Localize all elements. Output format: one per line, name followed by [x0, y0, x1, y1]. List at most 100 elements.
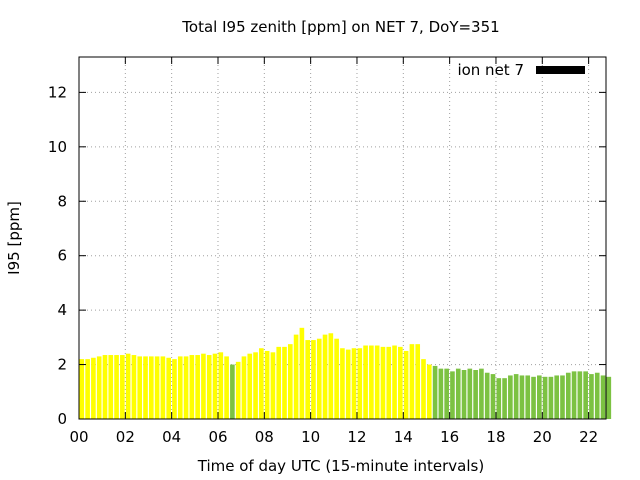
bar: [363, 345, 368, 419]
bar: [160, 356, 166, 419]
legend-label: ion net 7: [457, 61, 524, 79]
bar: [415, 344, 421, 419]
bar: [166, 357, 172, 419]
bar: [282, 346, 287, 419]
bar: [594, 372, 600, 419]
bar: [380, 346, 386, 419]
bar: [467, 368, 473, 419]
x-tick-label: 22: [579, 428, 598, 446]
bar: [496, 378, 502, 419]
x-tick-label: 18: [486, 428, 505, 446]
bar: [276, 346, 282, 419]
bar: [565, 372, 571, 419]
bar: [340, 348, 345, 419]
bar: [85, 359, 90, 419]
bar: [473, 370, 478, 419]
y-tick-label: 4: [57, 301, 67, 319]
x-tick-label: 12: [347, 428, 366, 446]
bar: [502, 378, 507, 419]
y-tick-labels: 0 2 4 6 8 10 12: [48, 83, 67, 428]
legend: ion net 7: [457, 61, 585, 79]
bar: [172, 359, 177, 419]
bar: [79, 359, 85, 419]
x-tick-label: 08: [255, 428, 274, 446]
bar: [224, 356, 229, 419]
bar: [432, 365, 438, 419]
y-tick-label: 12: [48, 83, 67, 101]
bar: [513, 374, 519, 419]
bar: [137, 356, 143, 419]
y-tick-label: 8: [57, 192, 67, 210]
bar: [328, 333, 334, 419]
bar: [189, 355, 195, 419]
bar: [230, 364, 235, 419]
x-tick-label: 04: [162, 428, 181, 446]
bar: [177, 356, 183, 419]
bar: [201, 353, 206, 419]
ticks: [78, 57, 606, 420]
bar: [542, 376, 548, 419]
bar: [299, 327, 305, 419]
bar: [525, 375, 531, 419]
bar: [311, 340, 316, 419]
bar: [560, 375, 565, 419]
bar: [548, 376, 554, 419]
bar: [143, 356, 148, 419]
bar: [241, 356, 247, 419]
bar: [403, 350, 409, 419]
grid: [79, 57, 606, 419]
bar: [409, 344, 415, 419]
bar: [461, 370, 467, 419]
bar: [212, 353, 218, 419]
x-tick-label: 20: [533, 428, 552, 446]
bar: [421, 359, 426, 419]
bar: [148, 356, 154, 419]
bar: [114, 355, 119, 419]
x-tick-label: 02: [116, 428, 135, 446]
bar: [131, 355, 137, 419]
bar: [270, 352, 276, 419]
bar: [479, 368, 484, 419]
bar: [444, 368, 449, 419]
x-tick-label: 10: [301, 428, 320, 446]
y-tick-label: 0: [57, 410, 67, 428]
bar: [264, 350, 270, 419]
bar: [438, 368, 444, 419]
bar: [125, 353, 131, 419]
x-axis-label: Time of day UTC (15-minute intervals): [197, 457, 484, 475]
bar: [490, 374, 496, 419]
y-tick-label: 10: [48, 138, 67, 156]
bar: [334, 338, 339, 419]
y-axis-label: I95 [ppm]: [5, 201, 23, 275]
bar: [537, 375, 542, 419]
y-tick-label: 6: [57, 247, 67, 265]
bar: [589, 374, 594, 419]
bar: [206, 355, 212, 419]
bar: [91, 357, 96, 419]
bar: [426, 364, 432, 419]
bar: [287, 344, 293, 419]
bar: [235, 361, 241, 419]
bar: [577, 371, 583, 419]
y-tick-label: 2: [57, 356, 67, 374]
x-tick-labels: 00 02 04 06 08 10 12 14 16 18 20 22: [69, 428, 598, 446]
plot-frame: [78, 56, 607, 420]
bar: [259, 348, 264, 419]
bar: [357, 348, 363, 419]
bar: [102, 355, 108, 419]
bar: [369, 345, 374, 419]
bar: [583, 371, 588, 419]
bar: [450, 371, 455, 419]
bar: [108, 355, 114, 419]
x-tick-label: 00: [69, 428, 88, 446]
bar: [247, 353, 253, 419]
bar: [386, 346, 392, 419]
bar: [455, 368, 461, 419]
bar: [519, 375, 525, 419]
bar: [253, 352, 258, 419]
bar: [120, 355, 125, 419]
x-tick-label: 16: [440, 428, 459, 446]
bar: [351, 348, 357, 419]
bar: [322, 334, 328, 419]
